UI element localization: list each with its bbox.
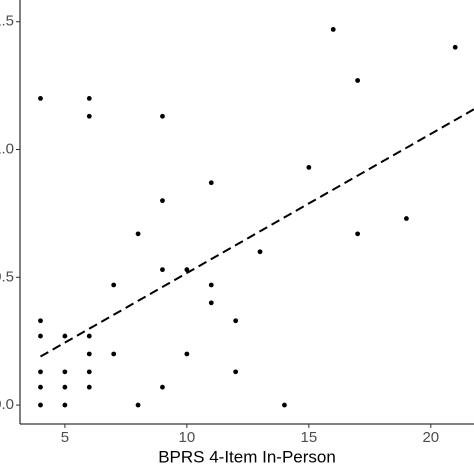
point (160, 198, 165, 204)
point (111, 351, 117, 357)
x-tick-label: 5 (61, 429, 69, 446)
point (282, 402, 287, 408)
x-tick-label: 10 (179, 429, 196, 446)
point (62, 384, 68, 390)
point (86, 95, 92, 101)
point (62, 333, 68, 339)
point (38, 384, 43, 390)
x-tick-label: 20 (422, 429, 439, 446)
point (135, 402, 141, 408)
y-tick-label: 1.5 (0, 13, 14, 30)
point (208, 300, 214, 306)
point (184, 351, 190, 357)
plot-area (38, 26, 474, 408)
y-tick-label: 0.0 (0, 396, 14, 413)
point (86, 333, 92, 339)
point (233, 369, 239, 375)
point (404, 216, 409, 221)
point (330, 26, 336, 32)
point (355, 78, 361, 83)
point (62, 369, 68, 375)
point (38, 333, 43, 339)
y-tick-label: 0.5 (0, 268, 14, 285)
point (160, 384, 165, 390)
point (111, 282, 117, 288)
point (38, 369, 43, 375)
point (160, 113, 165, 119)
point (184, 267, 190, 273)
trend-line (39, 108, 474, 358)
point (208, 180, 214, 186)
point (306, 165, 312, 170)
point (86, 369, 92, 375)
point (38, 95, 43, 101)
point (86, 384, 92, 390)
point (38, 402, 43, 408)
point (208, 282, 214, 288)
point (452, 44, 458, 50)
point (38, 318, 43, 324)
point (233, 318, 239, 324)
point (135, 231, 141, 237)
y-tick-label: 1.0 (0, 140, 14, 157)
point (355, 231, 361, 237)
x-tick-label: 15 (300, 429, 317, 446)
point (86, 113, 92, 119)
point (86, 351, 92, 357)
point (62, 402, 68, 408)
point (257, 249, 263, 255)
point (160, 267, 165, 273)
x-axis-title: BPRS 4-Item In-Person (158, 447, 336, 466)
